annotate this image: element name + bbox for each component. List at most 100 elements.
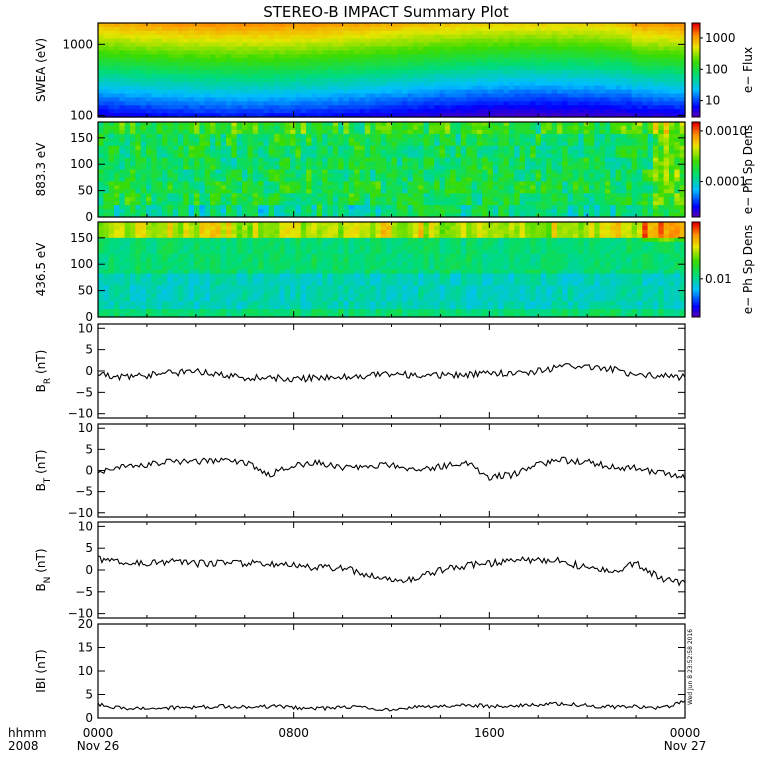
heatmap-cell xyxy=(610,101,617,106)
heatmap-cell xyxy=(348,185,355,190)
heatmap-cell xyxy=(284,189,291,194)
heatmap-cell xyxy=(338,165,345,171)
heatmap-cell xyxy=(524,122,531,127)
heatmap-cell xyxy=(98,50,104,55)
heatmap-cell xyxy=(311,77,318,83)
heatmap-cell xyxy=(423,205,430,210)
heatmap-cell xyxy=(434,109,441,114)
heatmap-cell xyxy=(652,101,659,106)
heatmap-cell xyxy=(551,189,558,194)
heatmap-cell xyxy=(130,153,136,159)
heatmap-cell xyxy=(471,97,478,102)
heatmap-cell xyxy=(279,23,286,28)
heatmap-cell xyxy=(578,165,585,171)
heatmap-cell xyxy=(364,149,371,155)
heatmap-cell xyxy=(178,145,184,151)
heatmap-cell xyxy=(124,97,131,102)
heatmap-cell xyxy=(423,201,430,206)
heatmap-cell xyxy=(583,62,590,67)
heatmap-cell xyxy=(620,66,627,71)
heatmap-cell xyxy=(658,109,665,114)
heatmap-cell xyxy=(327,149,334,155)
heatmap-cell xyxy=(524,85,531,91)
heatmap-cell xyxy=(402,42,409,48)
heatmap-cell xyxy=(124,58,131,63)
heatmap-cell xyxy=(471,109,478,114)
heatmap-cell xyxy=(668,81,675,87)
heatmap-cell xyxy=(450,209,457,214)
heatmap-cell xyxy=(316,50,323,55)
heatmap-cell xyxy=(279,145,286,151)
heatmap-cell xyxy=(583,125,590,131)
heatmap-cell xyxy=(492,157,499,163)
heatmap-cell xyxy=(439,26,446,32)
heatmap-cell xyxy=(583,85,590,91)
heatmap-cell xyxy=(503,209,510,214)
heatmap-cell xyxy=(428,165,435,171)
heatmap-cell xyxy=(540,70,547,75)
heatmap-cell xyxy=(594,70,601,75)
heatmap-cell xyxy=(551,113,558,118)
heatmap-cell xyxy=(604,26,611,32)
heatmap-cell xyxy=(439,105,446,110)
heatmap-cell xyxy=(498,105,505,110)
heatmap-cell xyxy=(135,137,142,143)
heatmap-cell xyxy=(572,58,579,63)
heatmap-cell xyxy=(258,58,265,63)
heatmap-cell xyxy=(284,133,291,139)
heatmap-cell xyxy=(562,81,569,87)
heatmap-cell xyxy=(300,42,307,48)
heatmap-cell xyxy=(146,129,152,135)
heatmap-cell xyxy=(146,109,152,114)
heatmap-cell xyxy=(663,105,670,110)
heatmap-cell xyxy=(343,85,350,91)
heatmap-cell xyxy=(135,77,142,83)
heatmap-cell xyxy=(514,77,521,83)
heatmap-cell xyxy=(610,34,617,40)
heatmap-cell xyxy=(380,177,387,182)
heatmap-cell xyxy=(263,129,270,135)
heatmap-cell xyxy=(530,169,537,175)
heatmap-cell xyxy=(332,23,339,28)
heatmap-cell xyxy=(146,46,152,52)
heatmap-cell xyxy=(354,93,361,99)
heatmap-cell xyxy=(428,50,435,55)
heatmap-cell xyxy=(396,177,403,182)
heatmap-cell xyxy=(194,122,200,127)
heatmap-cell xyxy=(279,181,286,186)
heatmap-cell xyxy=(476,101,483,106)
heatmap-cell xyxy=(407,185,414,190)
heatmap-cell xyxy=(615,38,622,44)
heatmap-cell xyxy=(311,129,318,135)
heatmap-cell xyxy=(610,97,617,102)
heatmap-cell xyxy=(242,201,249,206)
heatmap-cell xyxy=(343,58,350,63)
heatmap-cell xyxy=(508,177,515,182)
heatmap-cell xyxy=(268,157,275,163)
heatmap-cell xyxy=(274,213,281,218)
heatmap-cell xyxy=(620,101,627,106)
heatmap-cell xyxy=(519,101,526,106)
heatmap-cell xyxy=(306,105,313,110)
heatmap-cell xyxy=(588,30,595,36)
heatmap-cell xyxy=(108,77,115,83)
heatmap-cell xyxy=(316,38,323,44)
heatmap-cell xyxy=(524,26,531,32)
heatmap-cell xyxy=(498,141,505,147)
heatmap-cell xyxy=(610,73,617,79)
heatmap-cell xyxy=(658,73,665,79)
heatmap-cell xyxy=(466,129,473,135)
heatmap-cell xyxy=(647,85,654,91)
heatmap-cell xyxy=(119,193,126,198)
heatmap-cell xyxy=(199,149,206,155)
heatmap-cell xyxy=(418,141,425,147)
heatmap-cell xyxy=(108,113,115,118)
heatmap-cell xyxy=(615,81,622,87)
heatmap-cell xyxy=(343,205,350,210)
heatmap-cell xyxy=(380,62,387,67)
heatmap-cell xyxy=(551,77,558,83)
heatmap-cell xyxy=(412,85,419,91)
heatmap-cell xyxy=(524,209,531,214)
heatmap-cell xyxy=(290,66,297,71)
heatmap-cell xyxy=(98,197,104,202)
